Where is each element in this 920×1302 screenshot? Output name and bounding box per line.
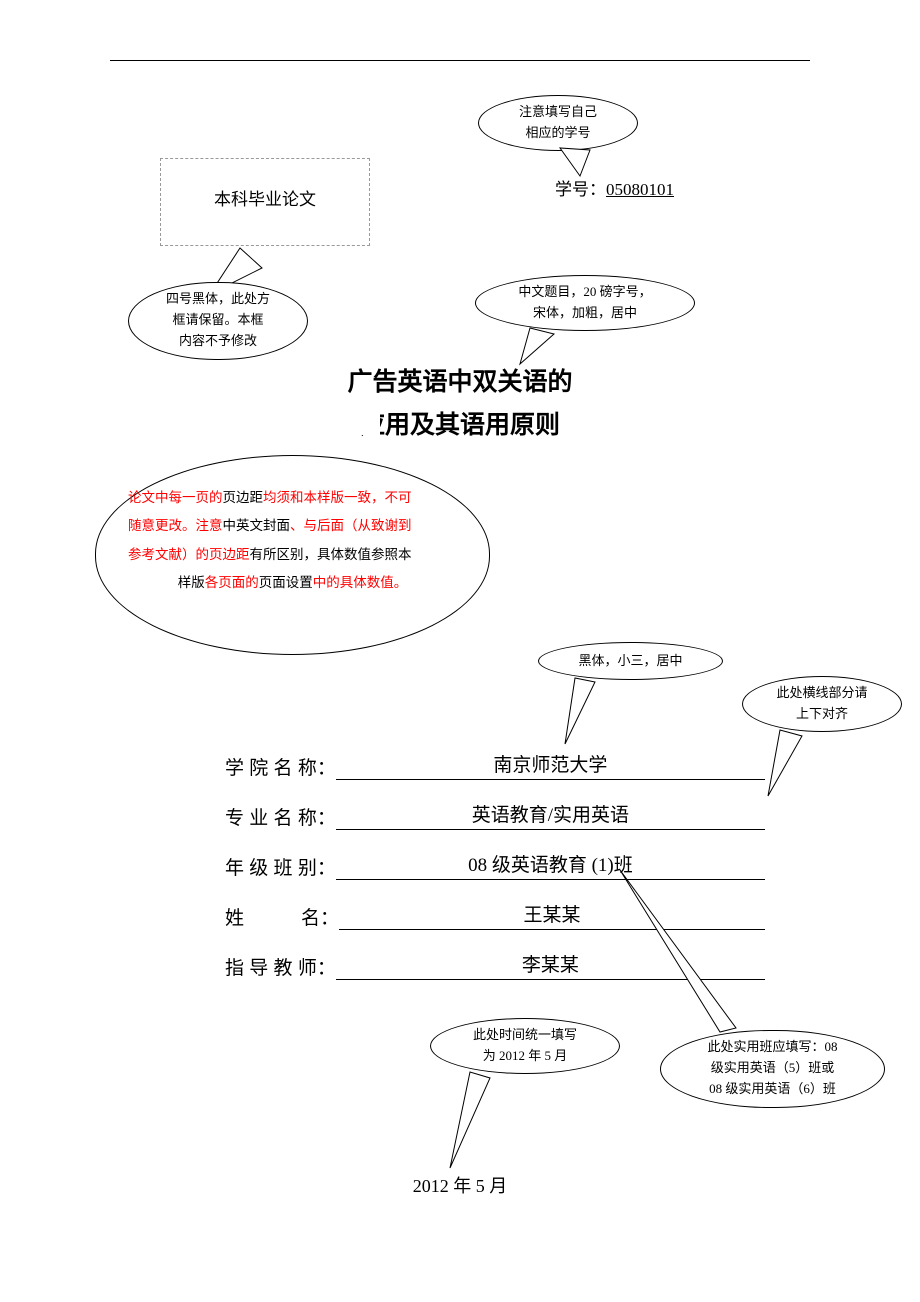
callout-line: 论文中每一页的页边距均须和本样版一致，不可 (128, 484, 457, 512)
callout-line: 参考文献）的页边距有所区别，具体数值参照本 (128, 541, 457, 569)
callout-info-format: 黑体，小三，居中 (538, 642, 723, 680)
student-id: 学号：05080101 (555, 175, 674, 200)
thesis-title: 广告英语中双关语的 应用及其语用原则 (0, 362, 920, 447)
callout-text: 黑体，小三，居中 (578, 653, 682, 668)
callout-tail (768, 730, 808, 800)
callout-text: 上下对齐 (796, 706, 848, 721)
callout-text: 注意填写自己 (519, 104, 597, 119)
callout-tail (560, 148, 600, 178)
callout-text: 此处实用班应填写：08 (707, 1039, 837, 1054)
title-mask (310, 405, 380, 435)
callout-text: 08 级实用英语（6）班 (709, 1081, 836, 1096)
info-label: 年 级 班 别： (225, 853, 336, 880)
callout-text: 框请保留。本框 (172, 312, 263, 327)
callout-text: 中文题目，20 磅字号， (518, 284, 651, 299)
title-line1: 广告英语中双关语的 (347, 369, 572, 396)
student-id-value: 05080101 (606, 180, 674, 199)
callout-date-note: 此处时间统一填写 为 2012 年 5 月 (430, 1018, 620, 1074)
callout-text: 此处横线部分请 (776, 685, 867, 700)
title-line2: 应用及其语用原则 (360, 412, 560, 439)
thesis-type-box: 本科毕业论文 (160, 158, 370, 246)
callout-text: 内容不予修改 (179, 333, 257, 348)
callout-line: 样版各页面的页面设置中的具体数值。 (128, 569, 457, 597)
student-id-label: 学号： (555, 180, 606, 199)
info-label: 姓 名： (225, 903, 339, 930)
info-label: 学 院 名 称： (225, 753, 336, 780)
info-label: 专 业 名 称： (225, 803, 336, 830)
top-rule (110, 60, 810, 61)
callout-text: 宋体，加粗，居中 (533, 305, 637, 320)
callout-underline-align: 此处横线部分请 上下对齐 (742, 676, 902, 732)
info-value: 南京师范大学 (336, 750, 765, 780)
callout-student-id-note: 注意填写自己 相应的学号 (478, 95, 638, 151)
thesis-type-label: 本科毕业论文 (214, 190, 316, 209)
callout-text: 级实用英语（5）班或 (711, 1060, 835, 1075)
callout-title-format: 中文题目，20 磅字号， 宋体，加粗，居中 (475, 275, 695, 331)
callout-text: 相应的学号 (525, 125, 590, 140)
callout-line: 随意更改。注意中英文封面、与后面（从致谢到 (128, 512, 457, 540)
info-label: 指 导 教 师： (225, 953, 336, 980)
callout-margin-note: 论文中每一页的页边距均须和本样版一致，不可 随意更改。注意中英文封面、与后面（从… (95, 455, 490, 655)
date: 2012 年 5 月 (0, 1172, 920, 1198)
info-row-major: 专 业 名 称： 英语教育/实用英语 (225, 800, 765, 830)
date-text: 2012 年 5 月 (413, 1176, 508, 1196)
callout-text: 四号黑体，此处方 (166, 291, 270, 306)
callout-tail (450, 1072, 500, 1172)
callout-box-format: 四号黑体，此处方 框请保留。本框 内容不予修改 (128, 282, 308, 360)
info-row-school: 学 院 名 称： 南京师范大学 (225, 750, 765, 780)
callout-tail (620, 870, 740, 1040)
callout-text: 此处时间统一填写 (473, 1027, 577, 1042)
callout-class-note: 此处实用班应填写：08 级实用英语（5）班或 08 级实用英语（6）班 (660, 1030, 885, 1108)
callout-tail (565, 678, 605, 748)
info-value: 英语教育/实用英语 (336, 800, 765, 830)
callout-text: 为 2012 年 5 月 (483, 1048, 568, 1063)
